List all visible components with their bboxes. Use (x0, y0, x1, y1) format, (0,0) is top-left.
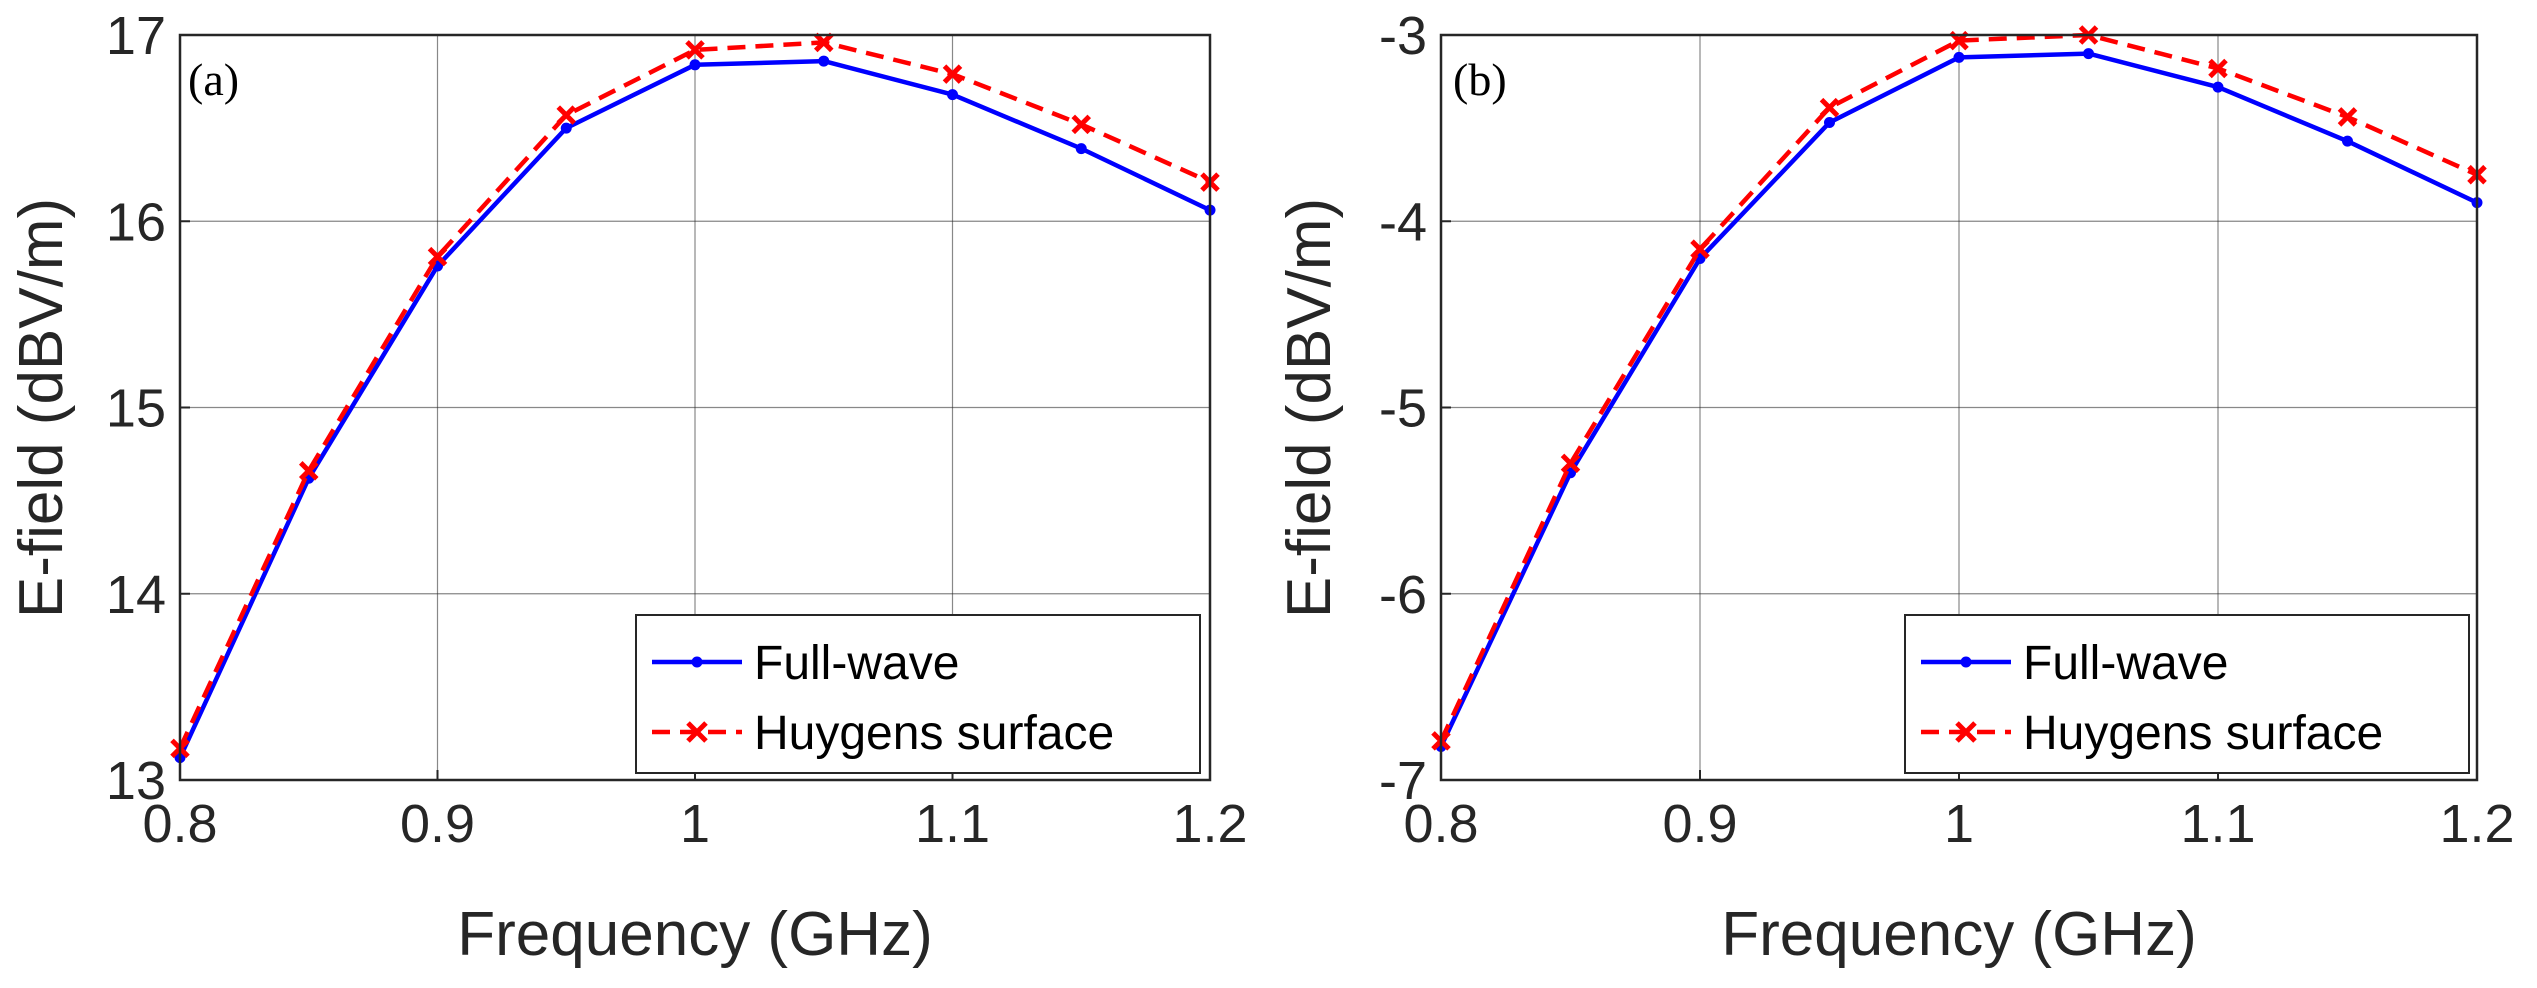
data-point-huygens-surface (813, 32, 834, 53)
x-tick-labels: 0.8 0.9 1 1.1 1.2 (1403, 794, 2514, 854)
legend-marker-full-wave (691, 656, 703, 668)
x-tick-label: 0.9 (1662, 794, 1737, 854)
data-point-full-wave (947, 89, 958, 101)
y-tick-label: 16 (106, 192, 166, 252)
data-point-huygens-surface (1819, 97, 1840, 118)
data-point-full-wave (1953, 51, 1965, 63)
data-point-huygens-surface (427, 246, 448, 267)
series-line-huygens-surface (177, 40, 1211, 750)
legend-label-huygens: Huygens surface (2023, 707, 2383, 760)
y-tick-label: -6 (1379, 565, 1427, 625)
data-point-full-wave (689, 59, 701, 71)
series-group (170, 32, 1220, 764)
y-tick-label: 15 (106, 379, 166, 439)
data-point-huygens-surface (556, 105, 577, 125)
series-line-huygens-surface (1438, 32, 2478, 742)
data-point-full-wave (560, 122, 572, 134)
data-point-full-wave (2212, 81, 2224, 93)
y-tick-label: -7 (1379, 751, 1427, 811)
y-axis-label: E-field (dBV/m) (7, 198, 76, 618)
legend-box (635, 614, 1201, 774)
legend: Full-wave Huygens surface (635, 614, 1201, 774)
data-point-full-wave (1824, 117, 1835, 129)
x-tick-label: 1.1 (2180, 794, 2255, 854)
legend-label-huygens: Huygens surface (754, 707, 1114, 760)
x-tick-label: 1.1 (915, 794, 990, 854)
chart-panel-a: 0.8 0.9 1 1.1 1.2 13 14 15 16 17 (a) Frequency (… (7, 6, 1248, 969)
panel-label: (b) (1453, 54, 1507, 105)
legend-label-full-wave: Full-wave (2023, 637, 2228, 690)
data-point-huygens-surface (298, 461, 319, 481)
data-point-full-wave (818, 55, 830, 67)
y-tick-labels: -7 -6 -5 -4 -3 (1379, 6, 1427, 811)
data-point-huygens-surface (1690, 239, 1710, 259)
x-tick-label: 0.9 (400, 794, 475, 854)
data-point-huygens-surface (942, 64, 963, 84)
y-tick-label: 14 (106, 565, 166, 625)
x-tick-label: 1.2 (2439, 794, 2514, 854)
legend-box (1904, 614, 2470, 774)
y-tick-labels: 13 14 15 16 17 (106, 6, 166, 811)
x-tick-label: 1.2 (1172, 794, 1247, 854)
x-tick-label: 1 (680, 794, 710, 854)
x-tick-label: 1 (1944, 794, 1974, 854)
data-point-huygens-surface (2208, 58, 2228, 79)
data-point-full-wave (1565, 467, 1576, 479)
data-point-huygens-surface (685, 40, 705, 60)
y-axis-label: E-field (dBV/m) (1275, 198, 1344, 618)
panel-label: (a) (188, 54, 239, 105)
y-tick-label: -4 (1379, 192, 1427, 252)
x-tick-labels: 0.8 0.9 1 1.1 1.2 (142, 794, 1247, 854)
legend-label-full-wave: Full-wave (754, 637, 959, 690)
y-tick-label: 17 (106, 6, 166, 66)
data-point-full-wave (2342, 135, 2353, 147)
y-tick-label: -5 (1379, 379, 1427, 439)
x-axis-label: Frequency (GHz) (457, 900, 932, 969)
x-tick-label: 0.8 (1403, 794, 1478, 854)
legend-marker-huygens (1955, 721, 1977, 743)
data-point-full-wave (1075, 143, 1087, 155)
legend-marker-huygens (686, 721, 708, 743)
x-axis-label: Frequency (GHz) (1721, 900, 2196, 969)
data-point-full-wave (2083, 48, 2094, 60)
y-tick-label: -3 (1379, 6, 1427, 66)
data-point-huygens-surface (1560, 453, 1581, 474)
chart-panel-b: 0.8 0.9 1 1.1 1.2 -7 -6 -5 -4 -3 (b) Frequency (… (1275, 6, 2515, 969)
axes-box (178, 33, 1212, 782)
x-tick-label: 0.8 (142, 794, 217, 854)
data-point-huygens-surface (1071, 114, 1092, 135)
axes-box (1439, 33, 2479, 782)
data-point-huygens-surface (2337, 107, 2358, 127)
legend-marker-full-wave (1960, 656, 1972, 668)
legend: Full-wave Huygens surface (1904, 614, 2470, 774)
y-tick-label: 13 (106, 751, 166, 811)
